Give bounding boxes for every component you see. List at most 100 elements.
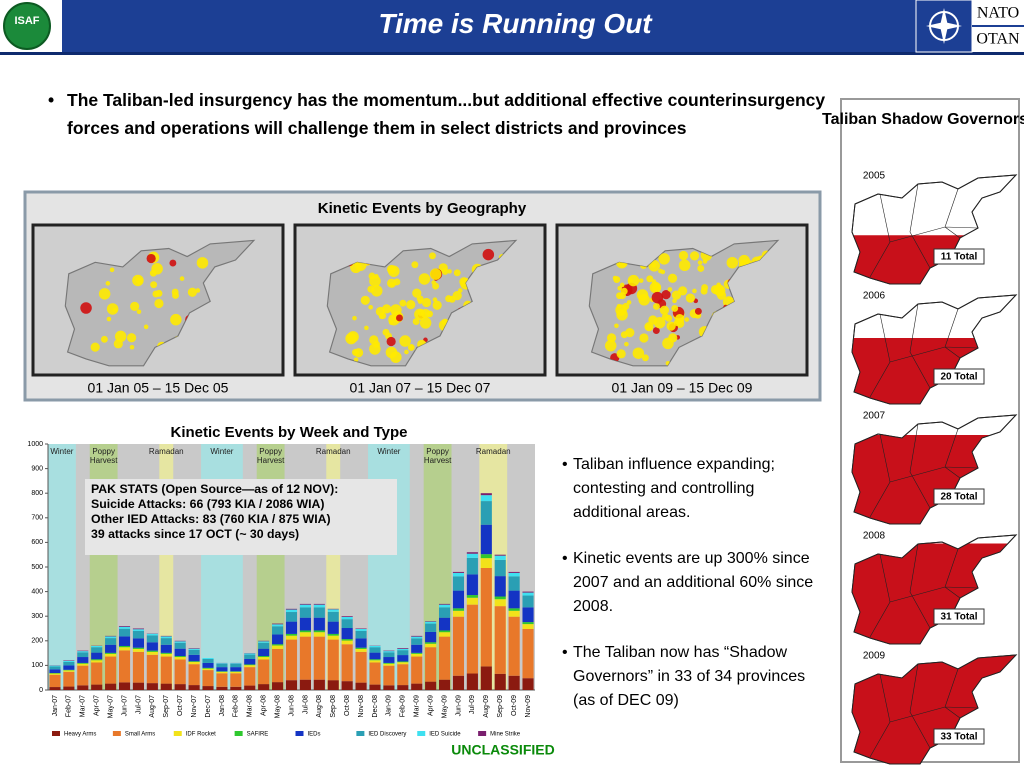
heat-spot: [678, 259, 691, 272]
heat-spot: [171, 288, 179, 296]
x-tick-label: Jun-08: [288, 695, 295, 717]
bar-segment: [118, 626, 131, 627]
bar-segment: [160, 683, 172, 690]
bar-segment: [132, 648, 145, 652]
heat-spot: [136, 309, 142, 314]
main-bullet: The Taliban-led insurgency has the momen…: [48, 86, 827, 142]
x-tick-label: Dec-08: [372, 695, 379, 718]
bar-segment: [258, 656, 270, 658]
bar-segment: [494, 555, 506, 560]
heat-spot: [438, 263, 448, 273]
nato-label: NATO: [977, 5, 1019, 22]
bar-segment: [438, 679, 451, 690]
bar-segment: [174, 642, 186, 649]
bar-segment: [341, 616, 353, 617]
bar-segment: [91, 645, 103, 648]
bar-segment: [369, 662, 381, 685]
heat-spot: [726, 256, 739, 269]
bar-segment: [411, 636, 423, 639]
total-box: [933, 608, 985, 625]
bar-segment: [91, 684, 103, 690]
bar-segment: [272, 648, 284, 683]
bar-segment: [313, 630, 325, 633]
governors-title: Taliban Shadow Governors: [822, 111, 1024, 128]
heat-spot: [617, 285, 623, 291]
heat-spot: [622, 302, 630, 310]
bar-segment: [132, 647, 145, 649]
side-bullet: Taliban influence expanding; contesting …: [562, 453, 824, 525]
y-tick-label: 900: [31, 465, 43, 472]
bar-segment: [174, 659, 186, 685]
bar-segment: [244, 685, 256, 690]
heat-spot: [738, 254, 750, 267]
bar-segment: [105, 683, 117, 690]
bar-segment: [522, 591, 534, 593]
bar-segment: [118, 626, 131, 629]
map-year: 2005: [863, 171, 886, 182]
map-total: 11 Total: [941, 252, 978, 263]
bar-segment: [118, 650, 131, 683]
y-tick-label: 800: [31, 490, 43, 497]
heat-spot: [692, 288, 697, 294]
heat-spot: [661, 313, 669, 321]
heat-spot: [616, 303, 622, 309]
heat-spot: [458, 288, 463, 293]
bar-segment: [313, 603, 325, 605]
heat-spot: [482, 248, 495, 261]
side-bullet: Kinetic events are up 300% since 2007 an…: [562, 547, 824, 619]
bar-segment: [508, 608, 520, 611]
legend-swatch: [417, 731, 426, 736]
bar-segment: [285, 608, 298, 610]
heat-spot: [152, 290, 160, 298]
bar-segment: [452, 675, 465, 690]
bar-segment: [160, 656, 172, 684]
bar-segment: [341, 619, 353, 629]
bar-segment: [425, 681, 437, 690]
bar-segment: [285, 609, 298, 613]
bar-segment: [299, 679, 311, 690]
heat-spot: [448, 295, 456, 303]
bar-segment: [411, 656, 423, 684]
heat-spot: [668, 333, 678, 343]
heat-spot: [143, 324, 149, 330]
x-tick-label: Aug-09: [483, 695, 490, 718]
legend-swatch: [478, 731, 487, 736]
bar-segment: [425, 643, 437, 648]
province-lines: [869, 663, 979, 758]
heat-spot: [671, 304, 679, 312]
bar-segment: [397, 662, 409, 665]
bar-segment: [383, 652, 395, 658]
bar-segment: [244, 653, 256, 655]
x-tick-label: May-07: [107, 695, 114, 718]
x-tick-label: Jul-09: [469, 695, 476, 714]
x-tick-label: May-08: [274, 695, 281, 718]
heat-spot: [689, 251, 700, 261]
heat-spot: [675, 314, 685, 324]
season-label: Poppy Harvest: [423, 447, 452, 465]
bar-segment: [327, 639, 339, 681]
season-band: [48, 444, 76, 690]
bar-segment: [118, 628, 131, 637]
bar-segment: [272, 645, 284, 649]
bar-segment: [299, 607, 311, 618]
heat-spot: [80, 302, 92, 314]
heat-spot: [364, 325, 369, 331]
bar-segment: [188, 685, 200, 690]
bar-segment: [244, 659, 256, 665]
heat-spot: [368, 304, 373, 310]
heat-spot: [90, 342, 100, 352]
x-tick-label: Feb-07: [66, 695, 73, 717]
heat-spot: [150, 281, 158, 289]
side-bullets: Taliban influence expanding; contesting …: [562, 453, 824, 735]
heat-spot: [146, 253, 156, 264]
heat-spot: [641, 354, 649, 362]
legend-label: IED Suicide: [429, 732, 461, 738]
legend-label: IED Discovery: [368, 732, 406, 738]
heat-spot: [666, 321, 676, 331]
bar-segment: [258, 684, 270, 690]
x-tick-label: Sep-07: [163, 695, 170, 718]
bar-segment: [508, 571, 520, 573]
bar-segment: [480, 501, 492, 525]
heat-spot: [98, 288, 111, 300]
heat-spot: [419, 317, 432, 329]
